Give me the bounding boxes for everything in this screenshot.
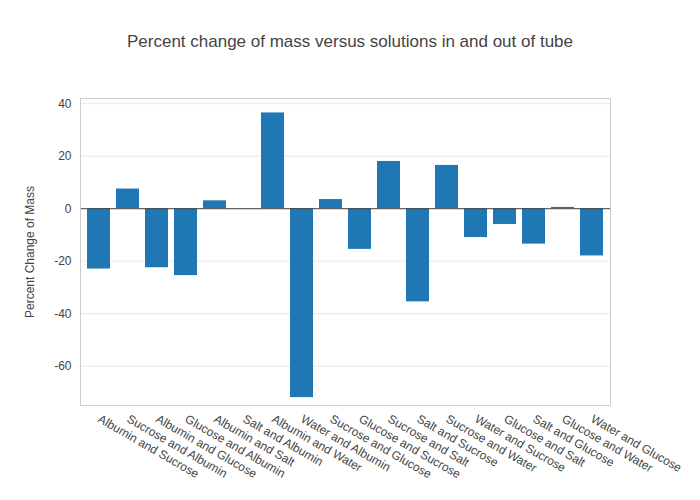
svg-text:Water and Albumin: Water and Albumin: [298, 411, 393, 475]
svg-text:Glucose and Water: Glucose and Water: [559, 411, 656, 475]
svg-text:0: 0: [65, 202, 72, 216]
svg-text:Sucrose and Albumin: Sucrose and Albumin: [124, 411, 230, 481]
svg-text:Salt and Sucrose: Salt and Sucrose: [414, 411, 501, 470]
svg-text:Percent Change of Mass: Percent Change of Mass: [23, 186, 37, 318]
svg-text:Salt and Albumin: Salt and Albumin: [240, 411, 326, 469]
html-text:Percent change of mass versus: Percent change of mass versus solutions …: [127, 32, 573, 51]
svg-text:Albumin and Glucose: Albumin and Glucose: [153, 411, 260, 481]
svg-text:-60: -60: [54, 359, 72, 373]
svg-text:Albumin and Salt: Albumin and Salt: [211, 411, 298, 470]
svg-text:-20: -20: [54, 254, 72, 268]
svg-text:Albumin and Water: Albumin and Water: [269, 411, 365, 475]
svg-text:Water and Glucose: Water and Glucose: [589, 412, 685, 475]
svg-text:Sucrose and Water: Sucrose and Water: [443, 411, 540, 475]
svg-text:Sucrose and Salt: Sucrose and Salt: [385, 411, 472, 470]
svg-text:40: 40: [58, 97, 72, 111]
svg-text:Water and Sucrose: Water and Sucrose: [472, 411, 569, 475]
svg-text:Sucrose and Glucose: Sucrose and Glucose: [327, 411, 434, 482]
svg-text:20: 20: [58, 149, 72, 163]
svg-text:Glucose and Salt: Glucose and Salt: [501, 411, 588, 470]
svg-text:Albumin and Sucrose: Albumin and Sucrose: [95, 411, 202, 481]
svg-text:-40: -40: [54, 307, 72, 321]
svg-text:Salt and Glucose: Salt and Glucose: [530, 411, 617, 470]
svg-text:Glucose and Sucrose: Glucose and Sucrose: [356, 411, 463, 482]
svg-text:Glucose and Albumin: Glucose and Albumin: [182, 411, 288, 481]
